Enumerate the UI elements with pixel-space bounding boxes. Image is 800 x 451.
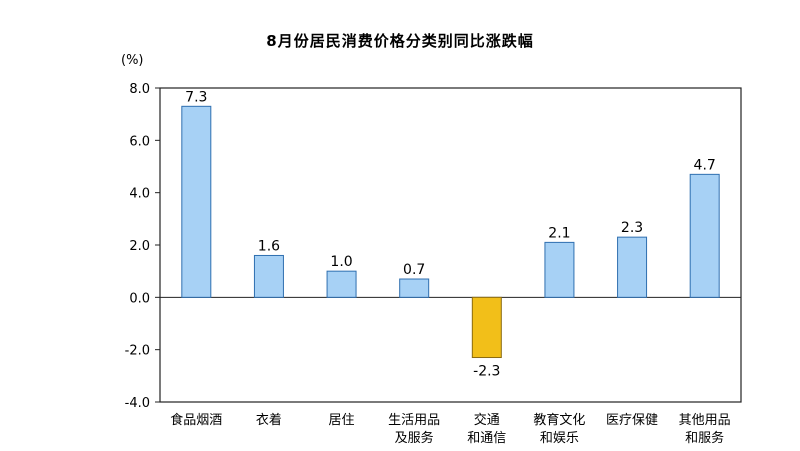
category-label: 居住 bbox=[329, 413, 355, 428]
y-tick-label: 2.0 bbox=[129, 239, 150, 254]
y-tick-label: 8.0 bbox=[129, 82, 150, 97]
bar-value-label: 2.3 bbox=[621, 220, 643, 236]
bars bbox=[181, 105, 720, 359]
category-label: 和娱乐 bbox=[540, 431, 579, 446]
bar-value-label: 1.0 bbox=[330, 254, 352, 270]
bar-value-label: 2.1 bbox=[548, 225, 570, 241]
bar bbox=[399, 278, 430, 298]
category-label: 医疗保健 bbox=[606, 413, 658, 428]
y-tick-label: 0.0 bbox=[129, 291, 150, 306]
bar bbox=[471, 296, 502, 359]
y-tick-label: -2.0 bbox=[125, 344, 150, 359]
category-label: 生活用品 bbox=[388, 413, 440, 428]
plot-area bbox=[159, 87, 742, 403]
bar-value-label: 4.7 bbox=[694, 157, 716, 173]
category-label: 食品烟酒 bbox=[170, 412, 222, 428]
category-label: 衣着 bbox=[256, 412, 282, 428]
y-tick-label: 6.0 bbox=[129, 134, 150, 149]
y-axis: 8.0 6.0 4.0 2.0 0.0 -2.0 -4.0 bbox=[125, 82, 160, 411]
bar-value-label: -2.3 bbox=[473, 364, 500, 380]
bar bbox=[326, 270, 357, 298]
bar bbox=[253, 254, 284, 298]
bar bbox=[689, 173, 720, 298]
category-label: 和通信 bbox=[467, 431, 506, 446]
category-label: 交通 bbox=[474, 412, 500, 428]
y-tick-label: 4.0 bbox=[129, 187, 150, 202]
bar bbox=[617, 236, 648, 298]
bar-value-label: 7.3 bbox=[185, 89, 207, 105]
category-label: 其他用品 bbox=[679, 413, 731, 428]
chart-title: 8月份居民消费价格分类别同比涨跌幅 bbox=[266, 32, 534, 50]
bar bbox=[181, 105, 212, 298]
bar-value-label: 1.6 bbox=[258, 238, 280, 254]
value-labels: 7.3 1.6 1.0 0.7 -2.3 2.1 2.3 4.7 bbox=[185, 89, 716, 379]
category-label: 教育文化 bbox=[533, 412, 585, 428]
bar bbox=[544, 241, 575, 298]
y-axis-unit: (%) bbox=[121, 53, 144, 68]
category-label: 和服务 bbox=[685, 430, 724, 446]
category-label: 及服务 bbox=[395, 430, 434, 446]
bar-value-label: 0.7 bbox=[403, 262, 425, 278]
y-tick-label: -4.0 bbox=[125, 396, 150, 411]
